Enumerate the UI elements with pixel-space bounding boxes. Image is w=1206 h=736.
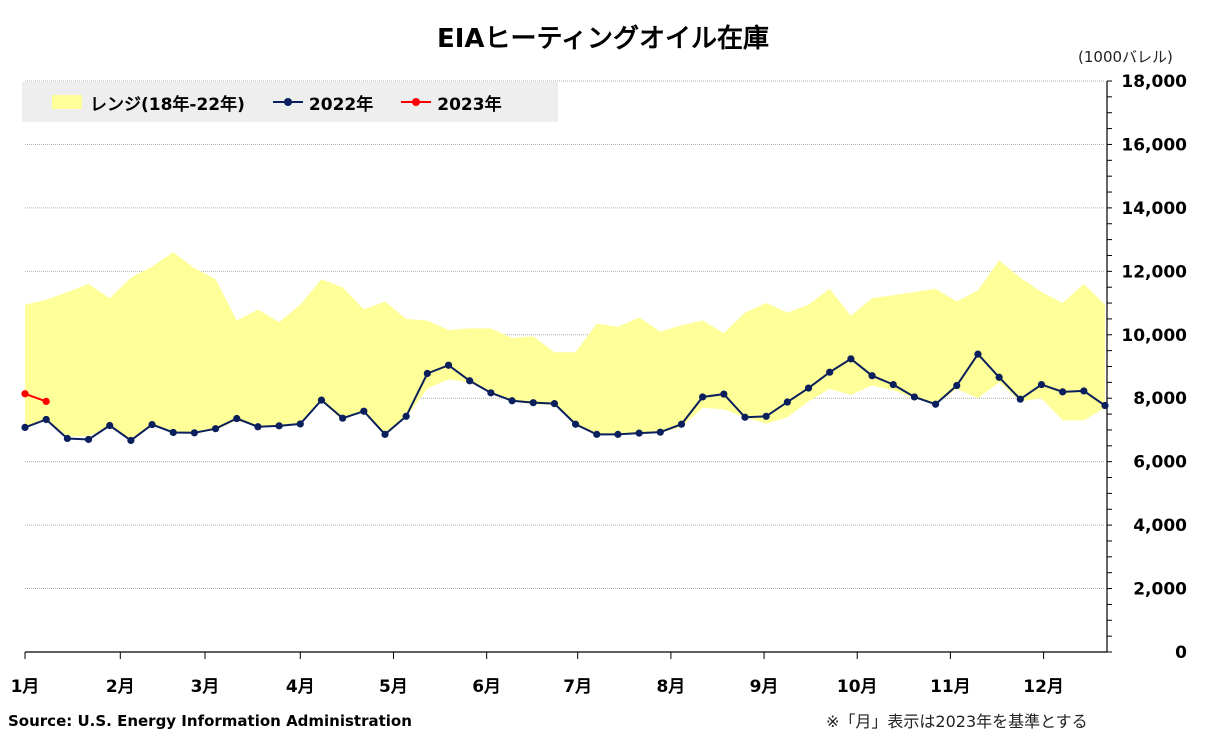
data-point-2022 <box>233 414 241 423</box>
data-point-2022 <box>317 396 326 404</box>
y-tick-label: 14,000 <box>1121 199 1187 219</box>
x-tick-label: 9月 <box>750 677 779 697</box>
y-tick-label: 16,000 <box>1121 135 1187 155</box>
data-point-2023 <box>42 397 50 405</box>
y-unit-label: (1000バレル) <box>1078 48 1173 66</box>
data-point-2022 <box>211 425 220 433</box>
data-point-2022 <box>656 428 664 436</box>
data-point-2022 <box>487 389 495 397</box>
data-point-2022 <box>360 407 368 415</box>
data-point-2022 <box>910 393 919 401</box>
series-lines <box>24 352 1106 442</box>
data-point-2022 <box>529 399 537 407</box>
data-point-2022 <box>423 369 431 378</box>
x-axis-ticks: 1月 2月 3月 4月 5月 6月 7月 8月 9月 10月 11月 12月 <box>11 652 1064 697</box>
x-tick-label: 3月 <box>191 677 220 697</box>
legend-marker-2022 <box>272 97 303 107</box>
series-line-2022 <box>24 352 1106 442</box>
y-tick-label: 6,000 <box>1133 453 1187 473</box>
data-point-2022 <box>995 373 1003 381</box>
data-point-2022 <box>1080 387 1088 395</box>
data-point-2022 <box>889 380 897 389</box>
range-area <box>25 252 1105 440</box>
y-tick-label: 12,000 <box>1121 262 1187 282</box>
legend-label-2023: 2023年 <box>437 94 502 115</box>
data-point-2022 <box>466 377 474 385</box>
data-point-2022 <box>635 429 643 437</box>
chart-title: EIAヒーティングオイル在庫 <box>437 24 769 54</box>
data-point-2022 <box>296 420 304 428</box>
data-point-2022 <box>783 398 791 406</box>
data-point-2022 <box>84 435 93 444</box>
data-point-2022 <box>127 436 135 445</box>
series-points <box>21 350 1109 445</box>
data-point-2022 <box>931 400 940 408</box>
x-tick-label: 12月 <box>1023 677 1064 697</box>
data-point-2022 <box>762 412 770 420</box>
data-point-2022 <box>169 428 177 437</box>
legend-marker-2023 <box>401 97 432 107</box>
legend: レンジ(18年-22年) 2022年 2023年 <box>22 82 558 122</box>
y-tick-label: 0 <box>1175 643 1187 663</box>
data-point-2022 <box>826 368 834 376</box>
source-text: Source: U.S. Energy Information Administ… <box>8 712 412 730</box>
data-point-2022 <box>571 420 580 428</box>
data-point-2022 <box>1101 401 1109 410</box>
x-tick-label: 6月 <box>472 677 501 697</box>
data-point-2022 <box>254 423 262 431</box>
legend-item-2023: 2023年 <box>401 90 502 115</box>
legend-label-range: レンジ(18年-22年) <box>90 94 245 115</box>
data-point-2022 <box>508 397 516 405</box>
x-tick-label: 5月 <box>379 677 408 697</box>
y-tick-label: 18,000 <box>1121 72 1187 92</box>
y-tick-label: 2,000 <box>1133 580 1187 600</box>
data-point-2022 <box>42 415 50 424</box>
x-tick-label: 10月 <box>837 677 878 697</box>
data-point-2022 <box>381 430 389 438</box>
y-tick-label: 10,000 <box>1121 326 1187 346</box>
data-point-2022 <box>1037 380 1046 389</box>
data-point-2022 <box>699 393 707 401</box>
y-tick-label: 8,000 <box>1133 389 1187 409</box>
grid-lines <box>25 80 1105 590</box>
x-tick-label: 2月 <box>106 677 135 697</box>
series-line-2023 <box>24 392 47 403</box>
legend-label-2022: 2022年 <box>308 94 374 115</box>
x-tick-label: 7月 <box>563 677 592 697</box>
data-point-2022 <box>614 430 622 438</box>
y-tick-label: 4,000 <box>1133 516 1187 536</box>
data-point-2023 <box>21 390 29 398</box>
legend-item-2022: 2022年 <box>272 90 374 115</box>
x-tick-label: 1月 <box>11 677 40 697</box>
data-point-2022 <box>974 350 982 358</box>
data-point-2022 <box>190 429 199 437</box>
x-tick-label: 4月 <box>286 677 315 697</box>
data-point-2022 <box>720 390 728 398</box>
data-point-2022 <box>593 430 601 438</box>
data-point-2022 <box>868 372 876 380</box>
data-point-2022 <box>21 423 29 432</box>
data-point-2022 <box>953 381 961 390</box>
data-point-2022 <box>339 414 347 422</box>
x-tick-label: 8月 <box>656 677 685 697</box>
data-point-2022 <box>1016 395 1024 403</box>
data-point-2022 <box>804 384 813 392</box>
data-point-2022 <box>847 355 855 363</box>
data-point-2022 <box>741 413 749 421</box>
data-point-2022 <box>106 421 114 430</box>
x-tick-label: 11月 <box>930 677 971 697</box>
legend-swatch-range <box>52 95 82 109</box>
data-point-2022 <box>275 422 283 430</box>
data-point-2022 <box>550 400 559 408</box>
data-point-2022 <box>677 420 686 428</box>
data-point-2022 <box>402 412 410 420</box>
footnote-text: ※「月」表示は2023年を基準とする <box>826 712 1088 731</box>
y-axis-ticks: 0 2,000 4,000 6,000 8,000 10,000 12,000 14,000 1… <box>1107 72 1187 663</box>
legend-item-range: レンジ(18年-22年) <box>52 90 245 115</box>
data-point-2022 <box>1059 388 1067 396</box>
data-point-2022 <box>63 434 71 443</box>
data-point-2022 <box>148 420 156 429</box>
data-point-2022 <box>444 361 453 369</box>
